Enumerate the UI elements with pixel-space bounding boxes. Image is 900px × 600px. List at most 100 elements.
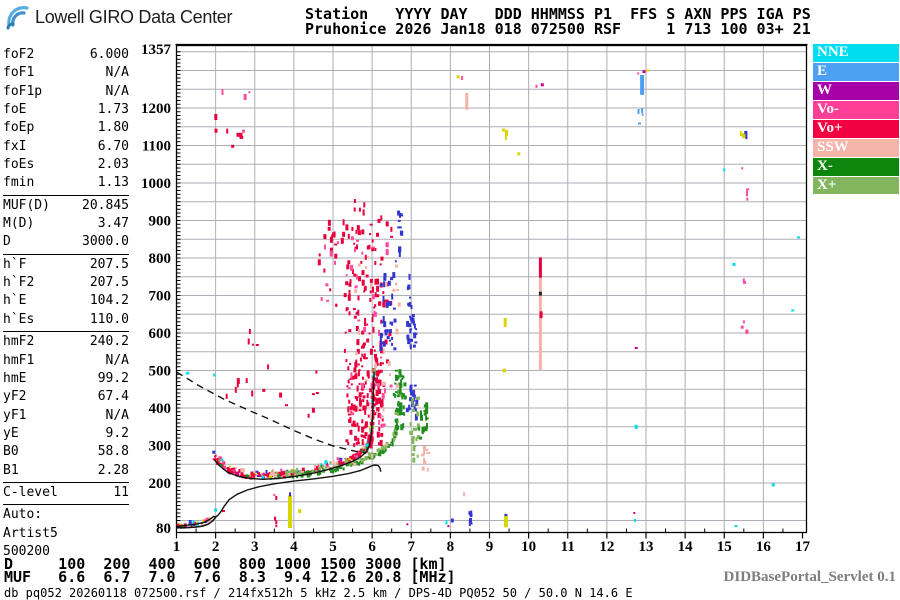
parameter-value: 104.2 [89, 293, 129, 309]
parameter-label: foF2 [3, 47, 35, 62]
parameter-section: MUF(D) 20.845 M(D) 3.47 D 3000.0 [3, 194, 129, 254]
parameter-section: C-level 11 [3, 481, 129, 504]
svg-text:400: 400 [149, 401, 172, 417]
parameter-value: 6.000 [89, 47, 129, 62]
parameter-label: hmF1 [3, 352, 35, 368]
parameter-value: 3000.0 [82, 234, 129, 250]
parameter-row: foE 1.73 [3, 101, 129, 119]
svg-text:3: 3 [251, 539, 259, 555]
station-header: Station YYYY DAY DDD HHMMSS P1 FFS S AXN… [305, 5, 811, 38]
parameter-row: yF2 67.4 [3, 388, 129, 406]
parameter-row: foF1p N/A [3, 83, 129, 101]
logo-title: Lowell GIRO Data Center [35, 6, 233, 27]
parameter-row: fmin 1.13 [3, 174, 129, 192]
svg-text:1357: 1357 [141, 42, 172, 58]
legend-item-w: W [813, 81, 899, 100]
giro-wave-icon [6, 6, 29, 30]
svg-text:1: 1 [173, 539, 181, 555]
header-values: Pruhonice 2026 Jan18 018 072500 RSF 1 71… [305, 19, 811, 38]
svg-text:16: 16 [756, 539, 772, 555]
parameter-value: N/A [105, 407, 129, 423]
parameter-row: B1 2.28 [3, 462, 129, 480]
legend-item-vo: Vo+ [813, 119, 899, 138]
parameter-row: M(D) 3.47 [3, 215, 129, 233]
parameter-label: B0 [3, 444, 19, 460]
parameter-label: h`F2 [3, 275, 35, 291]
parameter-label: foEs [3, 157, 35, 173]
parameter-row: B0 58.8 [3, 443, 129, 461]
svg-text:17: 17 [795, 539, 811, 555]
parameter-value: 6.70 [97, 138, 129, 154]
direction-legend: NNE E W Vo- Vo+ SSW X- X+ [813, 44, 899, 196]
parameter-value: 2.03 [97, 157, 129, 173]
parameter-value: N/A [105, 352, 129, 368]
parameter-row: hmE 99.2 [3, 370, 129, 388]
svg-text:12: 12 [599, 539, 614, 555]
parameter-value: 11 [113, 484, 129, 500]
legend-item-vo: Vo- [813, 100, 899, 119]
parameter-row: h`F2 207.5 [3, 274, 129, 292]
servlet-version-label: DIDBasePortal_Servlet 0.1 [723, 569, 896, 585]
svg-text:9: 9 [486, 539, 494, 555]
svg-text:1200: 1200 [141, 101, 171, 117]
parameter-label: D [3, 234, 11, 250]
parameter-row: MUF(D) 20.845 [3, 197, 129, 215]
parameter-value: 3.47 [97, 216, 129, 232]
svg-text:6: 6 [368, 539, 376, 555]
parameter-value: N/A [105, 83, 129, 99]
header-columns: Station YYYY DAY DDD HHMMSS P1 FFS S AXN… [305, 5, 811, 23]
axes: 1357120011001000900800700600500400300200… [141, 42, 811, 555]
parameter-label: fxI [3, 138, 27, 154]
parameter-value: 240.2 [89, 334, 129, 350]
parameter-row: h`E 104.2 [3, 292, 129, 310]
parameter-row: C-level 11 [3, 484, 129, 502]
legend-item-ssw: SSW [813, 138, 899, 157]
parameter-value: 207.5 [89, 275, 129, 291]
svg-text:800: 800 [149, 251, 172, 267]
parameter-label: foF1p [3, 83, 43, 99]
parameter-row: h`F 207.5 [3, 256, 129, 274]
parameter-section: h`F 207.5 h`F2 207.5 h`E 104.2 h`Es 110.0 [3, 253, 129, 331]
parameter-label: yF2 [3, 389, 27, 405]
svg-text:1000: 1000 [141, 176, 171, 192]
svg-text:15: 15 [717, 539, 732, 555]
svg-text:900: 900 [149, 214, 172, 230]
parameter-label: yF1 [3, 407, 27, 423]
svg-text:14: 14 [678, 539, 694, 555]
parameter-label: Auto: [3, 507, 43, 523]
parameter-section: Auto: Artist5 500200 [3, 504, 129, 563]
parameter-value: 1.73 [97, 102, 129, 118]
parameter-row: hmF1 N/A [3, 352, 129, 370]
svg-text:700: 700 [149, 289, 172, 305]
parameter-section: hmF2 240.2 hmF1 N/A hmE 99.2 yF2 67.4 yF1 N/A yE 9.… [3, 331, 129, 482]
parameter-value: 99.2 [97, 370, 129, 386]
trace-muf_dashed [176, 371, 367, 454]
parameter-label: foE [3, 102, 27, 118]
echo-scatter [176, 69, 801, 528]
parameter-row: h`Es 110.0 [3, 311, 129, 329]
parameter-label: h`F [3, 256, 27, 272]
distance-row: D 100 200 400 600 800 1000 1500 3000 [km… [4, 555, 447, 573]
parameter-row: Auto: [3, 506, 129, 524]
legend-item-e: E [813, 62, 899, 81]
muf-row: MUF 6.6 6.7 7.0 7.6 8.3 9.4 12.6 20.8 [M… [4, 568, 456, 586]
scaled-parameters-panel: foF2 6.000 foF1 N/A foF1p N/A foE 1.73 foEp 1.80 f… [3, 45, 129, 563]
parameter-label: hmE [3, 370, 27, 386]
parameter-row: foF2 6.000 [3, 46, 129, 64]
trace-o_fit [213, 371, 375, 481]
svg-text:11: 11 [561, 539, 575, 555]
legend-item-x: X+ [813, 176, 899, 195]
svg-text:80: 80 [156, 521, 171, 537]
parameter-row: foF1 N/A [3, 64, 129, 82]
parameter-value: 110.0 [89, 311, 129, 327]
svg-text:1100: 1100 [142, 139, 171, 155]
parameter-value: 20.845 [82, 197, 129, 213]
fitted-traces [176, 371, 382, 529]
parameter-value: 9.2 [105, 425, 129, 441]
svg-text:4: 4 [290, 539, 298, 555]
parameter-label: fmin [3, 175, 35, 191]
parameter-row: D 3000.0 [3, 233, 129, 251]
parameter-label: h`Es [3, 311, 35, 327]
parameter-value: 2.28 [97, 462, 129, 478]
parameter-label: C-level [3, 484, 58, 500]
